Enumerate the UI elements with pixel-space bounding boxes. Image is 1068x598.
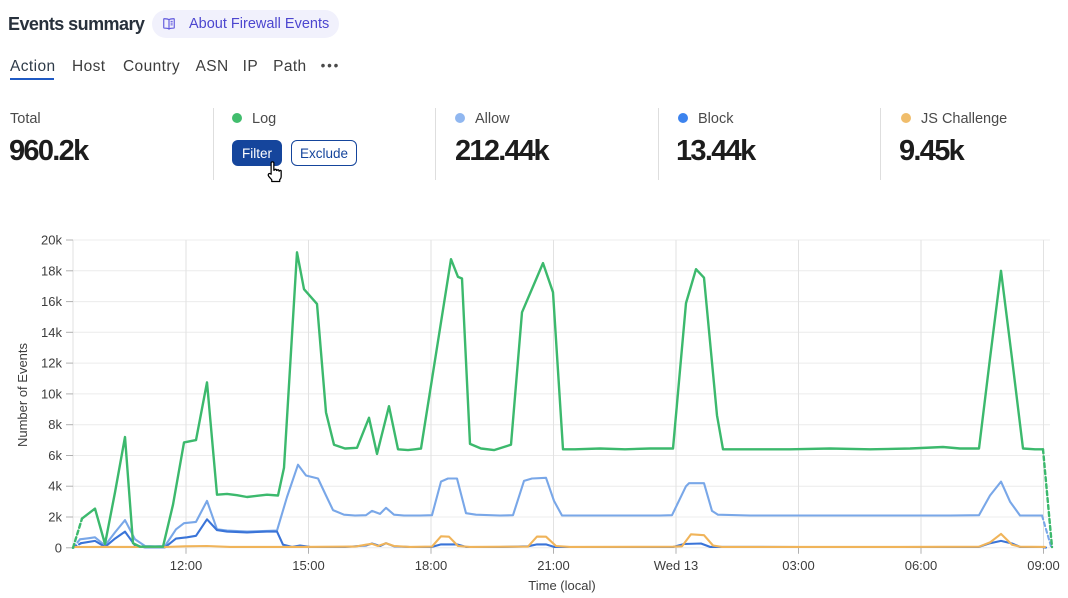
svg-text:Time (local): Time (local) <box>528 578 595 593</box>
svg-text:10k: 10k <box>41 386 62 401</box>
svg-text:12k: 12k <box>41 356 62 371</box>
svg-text:2k: 2k <box>48 510 62 525</box>
svg-text:8k: 8k <box>48 417 62 432</box>
svg-text:0: 0 <box>55 540 62 555</box>
svg-text:21:00: 21:00 <box>537 558 570 573</box>
svg-text:Number of Events: Number of Events <box>15 342 30 447</box>
svg-text:18:00: 18:00 <box>415 558 448 573</box>
svg-text:20k: 20k <box>41 233 62 248</box>
svg-text:03:00: 03:00 <box>782 558 815 573</box>
svg-text:Wed 13: Wed 13 <box>654 558 699 573</box>
svg-text:15:00: 15:00 <box>292 558 325 573</box>
svg-text:12:00: 12:00 <box>170 558 203 573</box>
svg-text:14k: 14k <box>41 325 62 340</box>
svg-text:6k: 6k <box>48 448 62 463</box>
svg-text:16k: 16k <box>41 294 62 309</box>
svg-text:18k: 18k <box>41 263 62 278</box>
svg-text:4k: 4k <box>48 479 62 494</box>
svg-text:06:00: 06:00 <box>905 558 938 573</box>
svg-text:09:00: 09:00 <box>1027 558 1060 573</box>
